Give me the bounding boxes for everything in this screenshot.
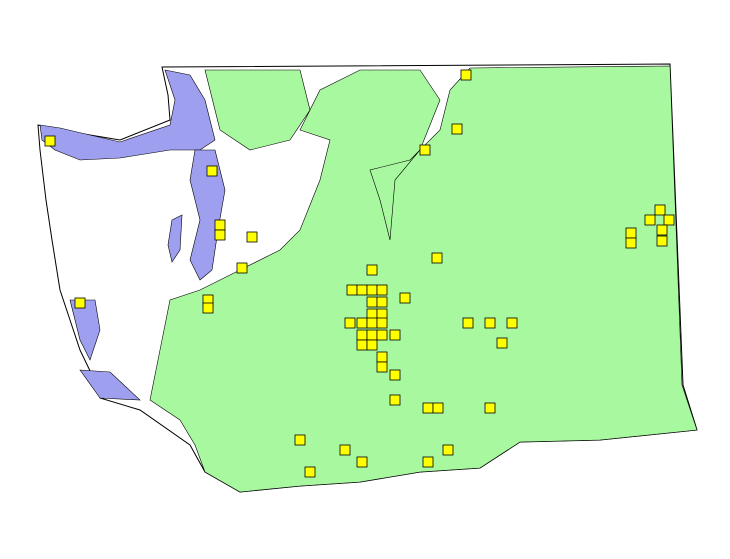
site-marker (346, 284, 358, 296)
site-marker (304, 466, 316, 478)
site-marker (376, 284, 388, 296)
site-marker (422, 456, 434, 468)
site-marker (376, 351, 388, 363)
site-marker (484, 402, 496, 414)
site-marker (432, 402, 444, 414)
site-marker (376, 361, 388, 373)
site-marker (451, 123, 463, 135)
site-marker (376, 296, 388, 308)
site-marker (389, 394, 401, 406)
strait-of-juan-de-fuca (39, 69, 216, 161)
site-marker (376, 329, 388, 341)
site-marker (44, 135, 56, 147)
site-marker (344, 317, 356, 329)
site-marker (376, 317, 388, 329)
site-marker (431, 252, 443, 264)
site-marker (366, 339, 378, 351)
site-marker (484, 317, 496, 329)
puget-sound (189, 149, 226, 281)
site-marker (366, 317, 378, 329)
site-marker (366, 264, 378, 276)
site-marker (422, 402, 434, 414)
site-marker (366, 329, 378, 341)
site-marker (366, 296, 378, 308)
site-marker (663, 214, 675, 226)
site-marker (389, 329, 401, 341)
site-marker (625, 227, 637, 239)
site-marker (356, 339, 368, 351)
site-marker (366, 284, 378, 296)
vegetation-north-cascades (204, 69, 311, 151)
site-marker (294, 434, 306, 446)
site-marker (356, 329, 368, 341)
site-marker (442, 444, 454, 456)
site-marker (206, 165, 218, 177)
site-marker (644, 214, 656, 226)
site-marker (656, 224, 668, 236)
site-marker (419, 144, 431, 156)
markers (44, 69, 675, 478)
site-marker (462, 317, 474, 329)
site-marker (246, 231, 258, 243)
site-marker (236, 262, 248, 274)
site-marker (460, 69, 472, 81)
site-marker (339, 444, 351, 456)
site-marker (389, 369, 401, 381)
vegetation-regions (149, 65, 698, 493)
site-marker (356, 456, 368, 468)
hood-canal (167, 214, 183, 263)
site-marker (625, 237, 637, 249)
coastal-bays (69, 299, 101, 361)
site-marker (506, 317, 518, 329)
water-bodies (39, 69, 226, 401)
site-marker (214, 219, 226, 231)
site-marker (496, 337, 508, 349)
site-marker (656, 235, 668, 247)
site-marker (399, 292, 411, 304)
site-marker (376, 308, 388, 320)
site-marker (356, 317, 368, 329)
site-marker (654, 204, 666, 216)
site-marker (356, 284, 368, 296)
site-marker (202, 302, 214, 314)
site-marker (366, 308, 378, 320)
site-marker (214, 229, 226, 241)
site-marker (74, 297, 86, 309)
vegetation-east (149, 65, 698, 493)
columbia-estuary (79, 369, 141, 401)
